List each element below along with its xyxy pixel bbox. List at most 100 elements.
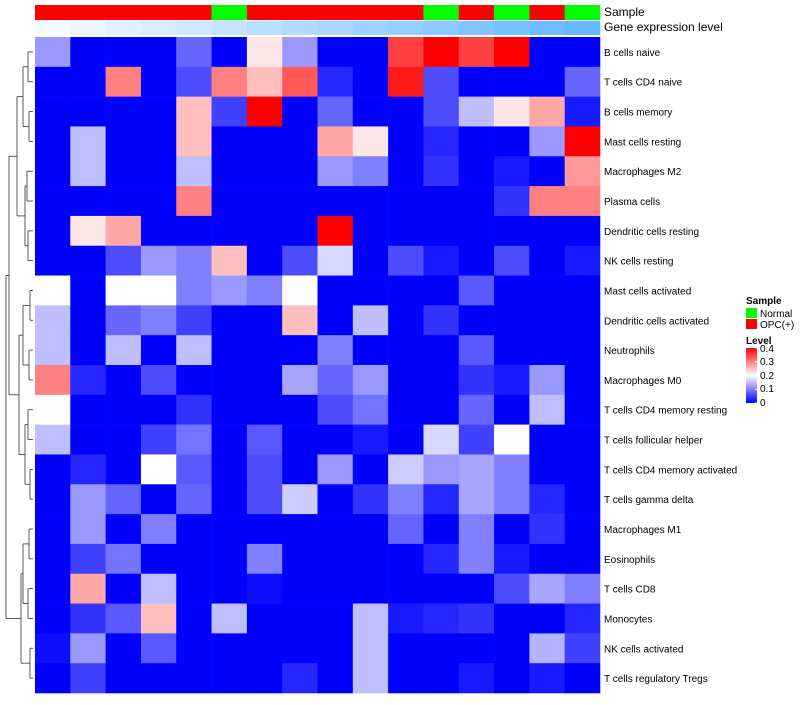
heatmap-cell: [246, 365, 283, 396]
heatmap-cell: [35, 305, 71, 336]
heatmap-cell: [529, 633, 565, 664]
heatmap-cell: [352, 543, 389, 575]
heatmap-cell: [176, 215, 212, 247]
heatmap-cell: [35, 66, 71, 97]
expression-annotation-cell: [423, 21, 460, 35]
row-label: T cells gamma delta: [604, 495, 694, 506]
heatmap-cell: [35, 37, 71, 68]
heatmap-cell: [529, 96, 565, 127]
sample-annotation-cell: [176, 5, 212, 20]
heatmap-cell: [70, 215, 106, 247]
heatmap-cell: [70, 335, 106, 366]
heatmap-cell: [246, 335, 283, 366]
heatmap-cell: [282, 37, 318, 68]
heatmap-cell: [352, 663, 389, 694]
legend-tick-3: 0.1: [760, 384, 774, 395]
heatmap-cell: [70, 66, 106, 97]
heatmap-cell: [494, 215, 530, 247]
heatmap-cell: [140, 305, 177, 336]
heatmap-cell: [140, 126, 177, 157]
heatmap-cell: [458, 394, 495, 425]
row-label: T cells CD4 memory resting: [604, 406, 727, 417]
heatmap-cell: [352, 215, 389, 247]
expression-annotation-cell: [211, 21, 248, 35]
heatmap-cell: [494, 305, 530, 336]
heatmap-cell: [352, 394, 389, 425]
heatmap-cell: [388, 245, 424, 276]
heatmap-cell: [246, 215, 283, 247]
heatmap-cell: [494, 484, 530, 515]
heatmap-cell: [458, 633, 495, 664]
heatmap-cell: [352, 126, 389, 157]
heatmap-cell: [246, 484, 283, 515]
row-label: B cells naive: [604, 48, 661, 59]
row-label: Macrophages M2: [604, 167, 682, 178]
heatmap-cell: [352, 633, 389, 664]
heatmap-cell: [105, 37, 142, 68]
heatmap-cell: [35, 335, 71, 366]
heatmap-cell: [458, 215, 495, 247]
heatmap-cell: [282, 484, 318, 515]
heatmap-cell: [282, 424, 318, 455]
heatmap-cell: [176, 424, 212, 455]
heatmap-cell: [352, 66, 389, 97]
heatmap-cell: [352, 365, 389, 396]
heatmap-cell: [105, 365, 142, 396]
heatmap-cell: [70, 156, 106, 187]
heatmap-cell: [105, 275, 142, 306]
heatmap-cell: [564, 215, 601, 247]
heatmap-cell: [423, 394, 460, 425]
heatmap-cell: [494, 156, 530, 187]
heatmap-cell: [140, 633, 177, 664]
heatmap-cell: [105, 663, 142, 694]
heatmap-cell: [388, 186, 424, 217]
heatmap-cell: [282, 275, 318, 306]
heatmap-cell: [70, 126, 106, 157]
heatmap-cell: [105, 633, 142, 664]
heatmap-cell: [458, 37, 495, 68]
heatmap-cell: [494, 37, 530, 68]
heatmap-cell: [282, 514, 318, 545]
heatmap-cell: [352, 484, 389, 515]
heatmap-cell: [282, 394, 318, 425]
sample-annotation-cell: [458, 5, 495, 20]
heatmap-cell: [176, 573, 212, 604]
legend: Sample Normal OPC(+) Level 0.4 0.3 0.2 0…: [746, 296, 794, 409]
heatmap-cell: [317, 275, 354, 306]
row-label: Neutrophils: [604, 346, 655, 357]
heatmap-cell: [317, 603, 354, 634]
heatmap-cell: [494, 514, 530, 545]
row-label: Plasma cells: [604, 197, 660, 208]
heatmap-cell: [282, 633, 318, 664]
heatmap-cell: [176, 96, 212, 127]
heatmap-cell: [388, 454, 424, 485]
heatmap-cell: [388, 156, 424, 187]
heatmap-cell: [246, 245, 283, 276]
heatmap-cell: [458, 573, 495, 604]
heatmap-cell: [317, 126, 354, 157]
heatmap-cell: [246, 126, 283, 157]
heatmap-cell: [458, 186, 495, 217]
row-label: Eosinophils: [604, 555, 655, 566]
heatmap-cell: [388, 215, 424, 247]
heatmap-cell: [317, 514, 354, 545]
heatmap-cell: [458, 156, 495, 187]
heatmap-cell: [211, 96, 248, 127]
heatmap-cell: [317, 156, 354, 187]
heatmap-cell: [282, 96, 318, 127]
row-label: T cells CD8: [604, 585, 656, 596]
heatmap-cell: [246, 454, 283, 485]
expression-annotation-cell: [388, 21, 424, 35]
heatmap-cell: [352, 186, 389, 217]
row-dendrogram: [5, 51, 33, 679]
row-label: B cells memory: [604, 108, 672, 119]
heatmap-cell: [423, 454, 460, 485]
heatmap-cell: [246, 663, 283, 694]
heatmap-cell: [211, 573, 248, 604]
heatmap-cell: [246, 543, 283, 575]
heatmap-cell: [458, 275, 495, 306]
heatmap-cell: [70, 394, 106, 425]
heatmap-cell: [564, 424, 601, 455]
heatmap-cell: [388, 335, 424, 366]
